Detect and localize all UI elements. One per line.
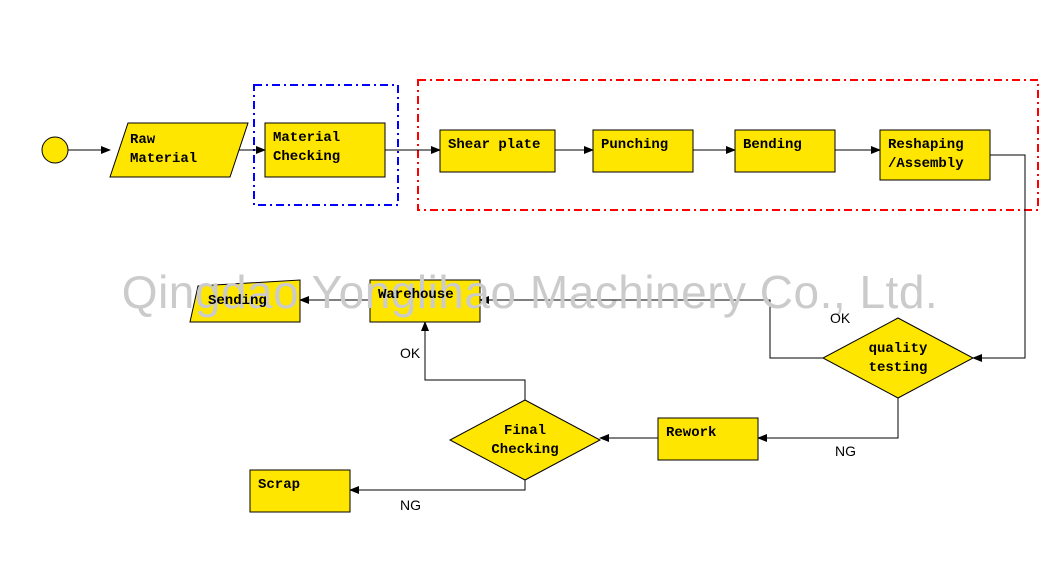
edge-label-e_fc_wh: OK bbox=[400, 345, 420, 361]
edge-e_qual_wh bbox=[480, 300, 823, 358]
node-label-final_check: Final Checking bbox=[465, 422, 585, 460]
node-label-warehouse: Warehouse bbox=[378, 286, 454, 305]
node-label-mat_check: Material Checking bbox=[273, 129, 340, 167]
node-label-punching: Punching bbox=[601, 136, 668, 155]
node-label-rework: Rework bbox=[666, 424, 716, 443]
node-label-raw_material: Raw Material bbox=[130, 131, 197, 169]
flowchart-canvas bbox=[0, 0, 1060, 573]
edge-e_resh_qual bbox=[973, 155, 1025, 358]
node-label-scrap: Scrap bbox=[258, 476, 300, 495]
node-label-reshaping: Reshaping /Assembly bbox=[888, 136, 964, 174]
node-label-bending: Bending bbox=[743, 136, 802, 155]
edge-label-e_qual_rework: NG bbox=[835, 443, 856, 459]
edge-e_qual_rework bbox=[758, 398, 898, 438]
edge-label-e_fc_scrap: NG bbox=[400, 497, 421, 513]
edge-e_fc_scrap bbox=[350, 480, 525, 490]
edge-e_fc_wh bbox=[425, 322, 525, 400]
node-label-sending: Sending bbox=[208, 292, 267, 311]
edge-label-e_qual_wh: OK bbox=[830, 310, 850, 326]
node-start bbox=[42, 137, 68, 163]
node-label-shear: Shear plate bbox=[448, 136, 540, 155]
node-label-quality: quality testing bbox=[838, 340, 958, 378]
